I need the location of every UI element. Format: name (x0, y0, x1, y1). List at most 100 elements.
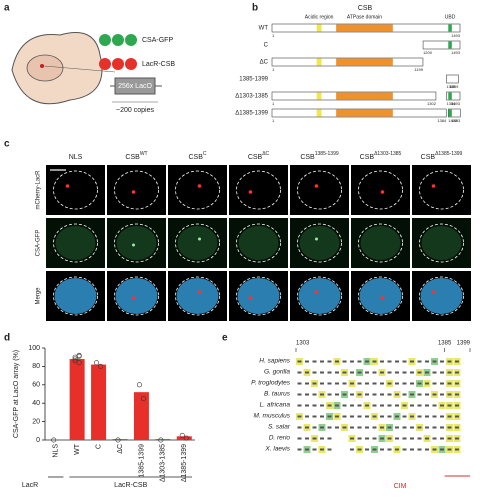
nucleus-signal (359, 278, 402, 314)
residue (372, 371, 377, 374)
residue (425, 448, 429, 451)
nucleus-outline (358, 223, 403, 263)
residue (417, 393, 422, 396)
column-header: CSBΔC (248, 151, 270, 161)
residue (447, 371, 452, 374)
motif-label: CIM (394, 483, 407, 490)
nucleus-signal (299, 226, 340, 260)
construct-label: ΔC (260, 60, 269, 66)
nucleus-outline (358, 170, 403, 210)
residue (425, 382, 429, 385)
residue (365, 437, 369, 440)
domain (448, 41, 452, 49)
residue (455, 404, 459, 407)
x-tick-label: ΔC (117, 444, 124, 454)
residue (402, 382, 407, 385)
residue (410, 371, 414, 374)
residue (395, 393, 399, 396)
residue (320, 393, 324, 396)
residue (350, 371, 354, 374)
nucleus-outline (236, 223, 281, 263)
residue-number: 1493 (451, 50, 461, 55)
residue-number: 1 (272, 118, 275, 123)
nucleus-outline (297, 170, 342, 210)
bar (133, 392, 149, 440)
y-tick-label: 80 (32, 363, 40, 370)
residue (417, 404, 422, 407)
species-label: X. laevis (264, 446, 290, 453)
residue (297, 437, 302, 440)
nucleus-signal (177, 226, 218, 260)
domain-label: Acidic region (305, 14, 334, 20)
domain (448, 92, 452, 100)
nucleus-signal (420, 278, 463, 314)
residue (297, 382, 302, 385)
residue (357, 426, 362, 429)
domain-label: UBD (445, 14, 456, 20)
residue-number: 1199 (414, 67, 423, 72)
residue (380, 360, 384, 363)
data-point (158, 437, 164, 443)
residue (425, 371, 429, 374)
nucleus-outline (419, 223, 464, 263)
group-label: LacR-CSB (114, 482, 147, 489)
residue (387, 437, 392, 440)
residue (395, 371, 399, 374)
residue (395, 448, 399, 451)
residue (335, 404, 339, 407)
residue (440, 360, 444, 363)
residue (357, 415, 362, 418)
residue (327, 360, 332, 363)
residue (365, 404, 369, 407)
residue (335, 415, 339, 418)
residue (327, 371, 332, 374)
species-label: G. gorilla (264, 369, 290, 376)
residue (455, 415, 459, 418)
residue (387, 393, 392, 396)
header-base: CSB (300, 154, 315, 161)
domain (336, 24, 393, 32)
data-point (51, 437, 57, 443)
residue (402, 426, 407, 429)
residue (447, 404, 452, 407)
residue (387, 371, 392, 374)
residue (365, 415, 369, 418)
csa-label: CSA-GFP (142, 37, 173, 44)
header-base: CSB (248, 154, 263, 161)
residue (350, 426, 354, 429)
residue (432, 415, 437, 418)
construct-label: WT (259, 26, 269, 32)
residue (357, 437, 362, 440)
residue (312, 448, 317, 451)
residue (297, 393, 302, 396)
residue-number: 1493 (451, 118, 461, 123)
residue (305, 437, 309, 440)
lacr-spot (248, 190, 253, 194)
residue (410, 393, 414, 396)
residue (372, 404, 377, 407)
data-point (72, 358, 78, 364)
nucleus-outline (175, 170, 220, 210)
residue (335, 371, 339, 374)
residue (455, 426, 459, 429)
residue (327, 393, 332, 396)
residue (365, 360, 369, 363)
x-tick-label: NLS (53, 444, 60, 458)
lacr-spot (131, 190, 136, 194)
domain (448, 24, 452, 32)
residue-number: 1 (272, 101, 275, 106)
lacr-circles (99, 58, 137, 70)
residue (425, 393, 429, 396)
residue (365, 382, 369, 385)
residue (327, 437, 332, 440)
residue (455, 382, 459, 385)
x-tick-label: WT (74, 443, 81, 455)
species-label: L. africana (260, 402, 291, 409)
bar (91, 364, 107, 440)
lacr-spot (314, 184, 319, 188)
lacr-spot (65, 184, 70, 188)
micrograph (168, 165, 227, 215)
residue (305, 360, 309, 363)
csa-circles (99, 34, 137, 46)
